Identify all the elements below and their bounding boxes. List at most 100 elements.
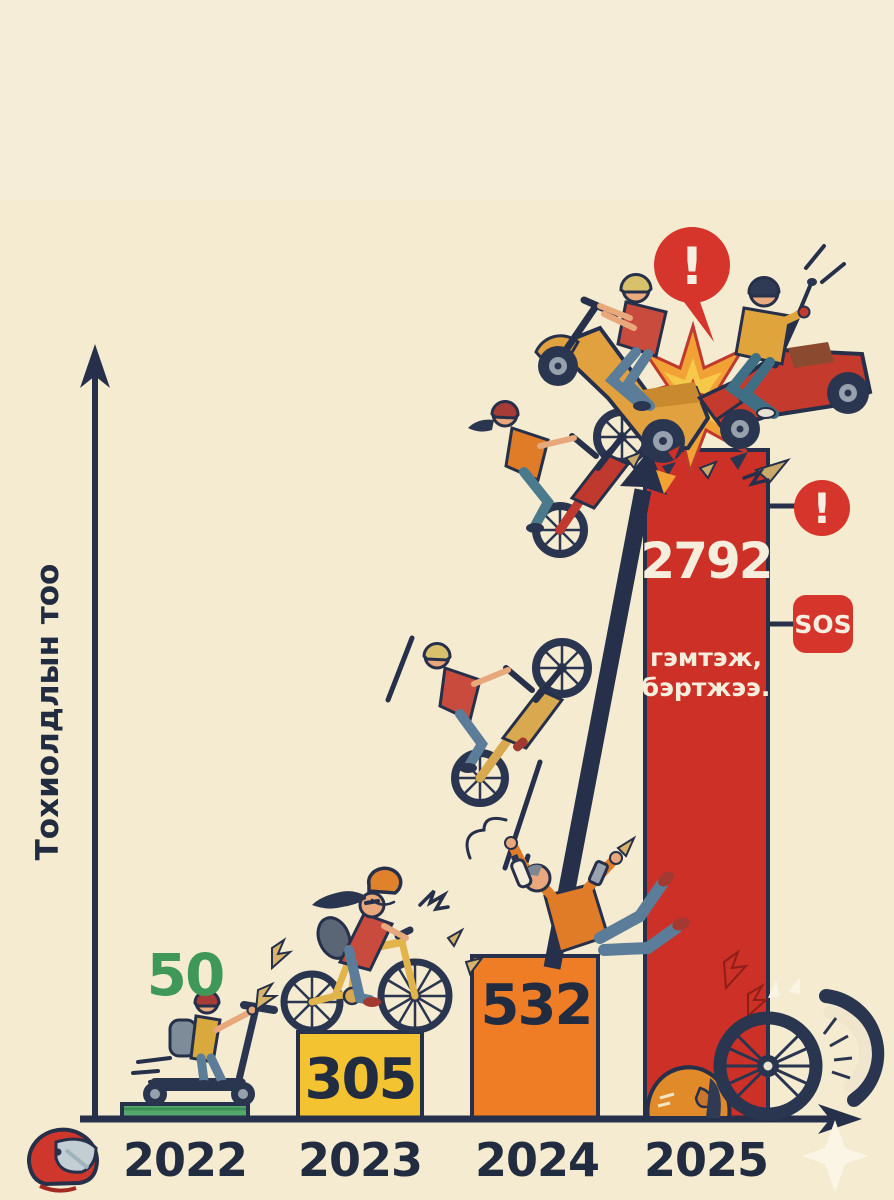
detached-rim (823, 1005, 872, 1093)
motorbike-fork (595, 434, 625, 471)
rim-spoke (822, 1017, 838, 1035)
faller-leg (594, 878, 668, 944)
warning-icon (654, 227, 730, 303)
debris (668, 446, 680, 460)
faller-leg (598, 922, 682, 956)
sos-badge (793, 595, 853, 653)
fallen-helmet-illustration (26, 1127, 99, 1193)
sparkle-icon (802, 1120, 868, 1192)
motorbike-rider-arm (537, 435, 577, 449)
value-2025: 2792 (640, 532, 771, 590)
helmet-icon (490, 400, 520, 420)
collision-exclamation-text: ! (680, 237, 704, 297)
y-axis: Тохиолдлын тоо (30, 344, 110, 1120)
spark-bolt (747, 983, 769, 1019)
x-axis-arrow (818, 1104, 862, 1134)
rider-glove (797, 305, 811, 319)
spark-bolt (722, 949, 749, 991)
rider-torso (734, 306, 792, 366)
value-2024: 532 (481, 973, 592, 1038)
helmet-strap (370, 898, 396, 906)
phone (587, 860, 609, 887)
cyclist-illustration (254, 866, 485, 1034)
rider-arm (601, 311, 637, 331)
scooter-wheel-hub (150, 1089, 160, 1099)
kick-scooter-rider-illustration (131, 989, 278, 1106)
rider-leg (604, 347, 643, 407)
background-top-band (0, 0, 894, 200)
dirtbike-exhaust (512, 737, 528, 752)
motorbike-rider-leg (519, 467, 554, 529)
dirtbike-rider-arm (471, 667, 511, 687)
debris (624, 450, 645, 470)
impact-line (820, 262, 846, 284)
dirtbike-rider-lower-illustration (422, 638, 592, 807)
debris (753, 458, 791, 484)
dirtbike-rider-boot (459, 763, 477, 773)
right-scooter-rider (724, 276, 811, 419)
dirtbike-fork (533, 665, 565, 703)
visor-reflection (64, 1148, 90, 1170)
helmet-icon (193, 989, 221, 1008)
rider-leg (196, 1053, 209, 1086)
sos-text: SOS (794, 610, 851, 639)
bar-2024 (470, 954, 600, 1122)
crashed-helmet-illustration (645, 1065, 732, 1120)
debris (662, 462, 676, 476)
rider-arm (774, 310, 804, 328)
scooter-seat (788, 342, 834, 368)
debris (730, 452, 748, 470)
collision-warning-bubble: ! (654, 227, 730, 342)
falling-person-illustration (465, 816, 690, 956)
rider-shoe (196, 1080, 212, 1088)
year-2025: 2025 (644, 1133, 768, 1187)
scooter-wheel-axle (659, 437, 667, 445)
faller-shoe (658, 871, 674, 887)
scooter-wheel-hub (238, 1089, 248, 1099)
cyclist-arm (381, 923, 409, 941)
motion-line (385, 635, 415, 703)
flying-helmet-icon (366, 866, 403, 895)
cyclist-hair (312, 891, 366, 909)
note-line-1: гэмтэж, (650, 643, 762, 672)
helmet-chin (39, 1184, 77, 1193)
helmet-strap (706, 1078, 721, 1118)
faller-hand (504, 836, 518, 850)
trend-arrow (385, 449, 667, 970)
detached-tire (819, 989, 885, 1107)
crash-spark (254, 981, 280, 1013)
helmet-icon (619, 273, 653, 294)
rider-shoe (633, 401, 651, 411)
rider-arm (213, 1009, 253, 1033)
helmet-icon (747, 276, 781, 298)
note-line-2: бэртжээ. (642, 673, 771, 702)
crash-zigzag (418, 889, 450, 912)
faller-hand (609, 851, 623, 865)
warning-badge-group: ! (770, 480, 850, 536)
rider-arm (597, 303, 633, 321)
motorbike-body (569, 452, 631, 510)
year-2024: 2024 (475, 1133, 599, 1187)
visor-pivot (54, 1148, 62, 1156)
rider-leg (206, 1053, 227, 1086)
rim-spoke (831, 1070, 851, 1080)
y-axis-label: Тохиолдлын тоо (30, 564, 66, 861)
cyclist-shoe (363, 997, 381, 1007)
motorbike-rider-boot (526, 523, 544, 533)
impact-line (804, 244, 826, 270)
motorbike-rider-torso (504, 426, 550, 483)
speed-line (131, 1069, 160, 1075)
value-labels: 50 305 532 2792 гэмтэж, бэртжээ. (147, 532, 774, 1112)
value-2022: 50 (147, 941, 224, 1009)
wheel-main (713, 1011, 823, 1121)
bicycle-rear-wheel (280, 970, 344, 1034)
year-2022: 2022 (123, 1133, 247, 1187)
rider-torso (189, 1014, 222, 1064)
scooter-steering-column (562, 302, 600, 354)
dirtbike-rider-upper-illustration (468, 400, 651, 558)
debris-flame (656, 470, 676, 494)
speed-line (136, 1056, 172, 1064)
rim-spoke (829, 1034, 849, 1048)
